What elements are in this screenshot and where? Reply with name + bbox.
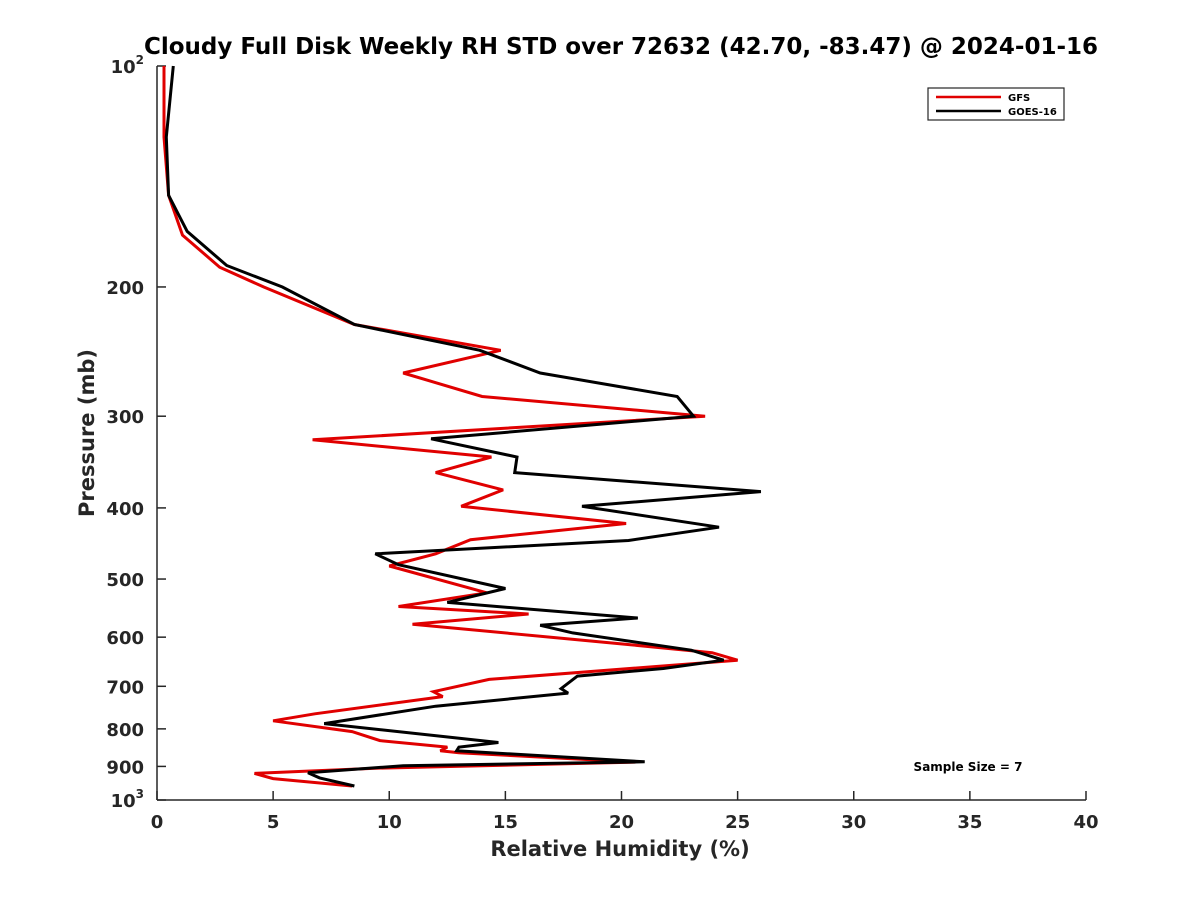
x-tick-label: 20 [609, 812, 634, 833]
series-line-goes16 [164, 65, 762, 788]
y-tick-label: 300 [106, 407, 144, 428]
y-tick-label: 500 [106, 570, 144, 591]
y-axis-label: Pressure (mb) [75, 349, 99, 517]
y-tick-label: 600 [106, 628, 144, 649]
y-tick-exponent: 2 [136, 53, 144, 67]
series-lines [162, 65, 762, 788]
y-tick-base: 10 [111, 57, 136, 78]
x-tick-label: 5 [267, 812, 280, 833]
y-tick-label: 400 [106, 499, 144, 520]
x-tick-label: 15 [493, 812, 518, 833]
y-tick-label: 103 [111, 787, 144, 812]
x-tick-label: 0 [151, 812, 164, 833]
x-tick-label: 30 [841, 812, 866, 833]
legend: GFS GOES-16 [927, 87, 1065, 121]
sample-size-annotation: Sample Size = 7 [914, 760, 1023, 774]
legend-box [927, 87, 1065, 121]
y-tick-label: 800 [106, 720, 144, 741]
x-tick-label: 35 [957, 812, 982, 833]
x-axis-label: Relative Humidity (%) [490, 837, 749, 861]
legend-label-goes16: GOES-16 [1008, 107, 1057, 118]
y-tick-exponent: 3 [136, 787, 144, 801]
x-tick-label: 40 [1073, 812, 1098, 833]
x-tick-label: 25 [725, 812, 750, 833]
series-line-gfs [162, 66, 739, 788]
y-tick-label: 102 [111, 53, 144, 78]
x-tick-label: 10 [377, 812, 402, 833]
legend-label-gfs: GFS [1008, 93, 1030, 104]
chart-title: Cloudy Full Disk Weekly RH STD over 7263… [144, 34, 1098, 60]
y-tick-base: 10 [111, 791, 136, 812]
y-tick-label: 700 [106, 677, 144, 698]
plot-area: 0 5 10 15 20 25 30 35 40 10220030040050060070080… [106, 53, 1098, 833]
y-tick-label: 900 [106, 757, 144, 778]
y-tick-label: 200 [106, 278, 144, 299]
x-ticks: 0 5 10 15 20 25 30 35 40 [151, 791, 1099, 833]
